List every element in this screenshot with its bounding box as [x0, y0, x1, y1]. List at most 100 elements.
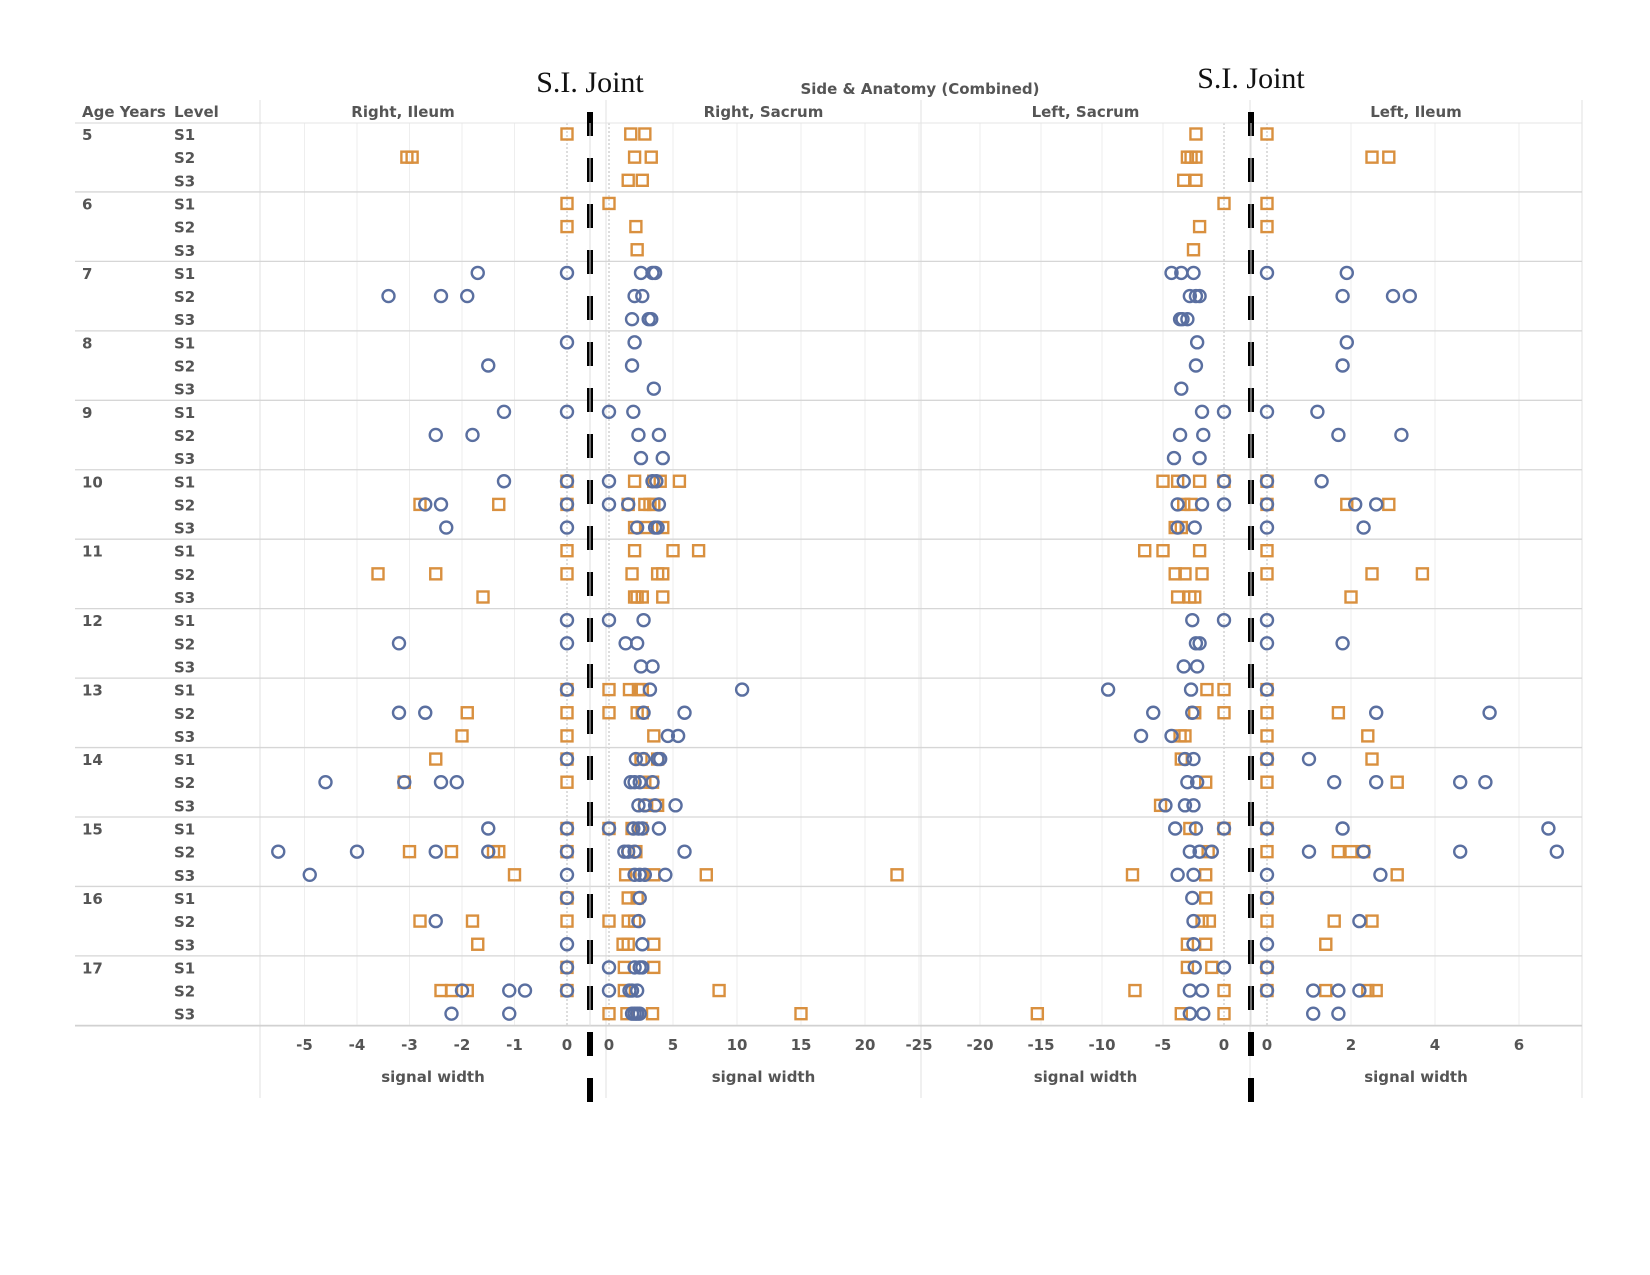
data-point-circle [1189, 659, 1205, 674]
data-point-square [794, 1007, 808, 1021]
data-point-circle [1301, 844, 1317, 859]
data-point-circle [1368, 497, 1384, 512]
data-point-circle [1216, 497, 1232, 512]
data-point-circle [1146, 705, 1161, 720]
data-point-circle [1331, 1006, 1346, 1021]
data-point-square [617, 983, 632, 998]
data-point-square [429, 752, 443, 766]
data-point-circle [734, 682, 750, 697]
data-point-circle [1394, 427, 1409, 443]
data-point-circle [1186, 751, 1201, 767]
data-point-circle [481, 358, 496, 373]
tick-label: -4 [349, 1036, 366, 1054]
data-point-circle [428, 427, 443, 443]
data-point-circle [1216, 474, 1232, 489]
data-point-circle [481, 844, 496, 859]
data-point-square [476, 590, 490, 604]
data-point-circle [635, 960, 650, 975]
data-point-square [1415, 567, 1430, 581]
data-point-square [1177, 497, 1191, 512]
tick-label: 10 [727, 1036, 748, 1054]
data-point-circle [601, 612, 617, 628]
tick-label: 15 [791, 1036, 812, 1054]
data-point-circle [1347, 497, 1363, 512]
data-point-circle [647, 798, 663, 813]
data-point-circle [271, 844, 286, 859]
data-point-circle [626, 404, 641, 419]
data-point-circle [1186, 937, 1201, 952]
data-point-square [560, 775, 574, 789]
data-point-square [656, 590, 670, 604]
data-point-square [656, 567, 670, 581]
data-point-circle [391, 705, 407, 720]
data-point-square [1260, 775, 1274, 789]
data-point-circle [1186, 798, 1201, 813]
data-point-square [1168, 567, 1182, 581]
data-point-circle [1385, 288, 1401, 304]
data-point-circle [624, 312, 640, 327]
data-point-circle [559, 844, 575, 859]
data-point-circle [1187, 960, 1202, 975]
age-label: 6 [82, 195, 92, 213]
data-point-square [1319, 983, 1333, 998]
data-point-square [1340, 497, 1354, 512]
si-joint-markers [587, 112, 1254, 1102]
data-point-circle [1452, 775, 1468, 790]
data-point-square [630, 243, 644, 257]
data-point-circle [444, 1006, 459, 1021]
data-point-circle [1194, 497, 1210, 512]
data-point-square [1192, 474, 1207, 488]
level-label: S2 [174, 358, 195, 376]
data-point-circle [318, 775, 333, 790]
data-point-circle [629, 636, 645, 651]
data-point-circle [1216, 960, 1232, 975]
data-point-circle [642, 682, 658, 697]
data-point-circle [1216, 821, 1232, 836]
data-point-square [1217, 1007, 1231, 1021]
data-point-circle [1259, 497, 1275, 512]
data-point-circle [1368, 775, 1384, 790]
data-point-square [1156, 474, 1170, 488]
level-label: S3 [174, 450, 195, 468]
data-point-circle [439, 520, 454, 535]
data-point-circle [601, 983, 617, 998]
data-point-circle [481, 821, 496, 836]
chart-title: Side & Anatomy (Combined) [800, 80, 1039, 98]
age-label: 8 [82, 334, 92, 352]
data-point-circle [381, 288, 396, 304]
data-point-square [1188, 590, 1202, 604]
data-point-square [647, 960, 661, 975]
data-point-square [1195, 914, 1209, 928]
data-point-circle [1259, 612, 1275, 628]
data-point-circle [1452, 844, 1468, 859]
data-point-circle [635, 821, 650, 836]
tick-label: -20 [966, 1036, 993, 1054]
row-header-age: Age Years [82, 103, 166, 121]
level-label: S1 [174, 473, 195, 491]
data-point-circle [1170, 867, 1185, 882]
si-joint-annotation-right: S.I. Joint [1197, 62, 1305, 95]
data-point-square [1192, 219, 1207, 234]
data-point-circle [633, 659, 649, 674]
data-point-circle [624, 358, 640, 373]
data-point-square [1198, 775, 1213, 789]
data-point-circle [1335, 821, 1350, 836]
data-point-square [666, 544, 680, 558]
data-point-circle [1541, 821, 1556, 836]
data-point-circle [1549, 844, 1565, 859]
data-point-circle [633, 450, 649, 466]
data-point-circle [1177, 751, 1193, 767]
data-point-square [635, 173, 649, 188]
data-point-circle [1259, 867, 1275, 882]
data-point-circle [1185, 612, 1200, 628]
data-point-square [560, 544, 574, 558]
level-label: S1 [174, 751, 195, 769]
tick-label: -15 [1027, 1036, 1054, 1054]
panel-header: Left, Ileum [1370, 103, 1462, 121]
data-point-square [1174, 1007, 1189, 1021]
level-label: S2 [174, 913, 195, 931]
data-point-circle [632, 867, 647, 882]
tick-label: 4 [1430, 1036, 1440, 1054]
data-point-circle [428, 844, 443, 859]
data-point-circle [418, 497, 433, 512]
